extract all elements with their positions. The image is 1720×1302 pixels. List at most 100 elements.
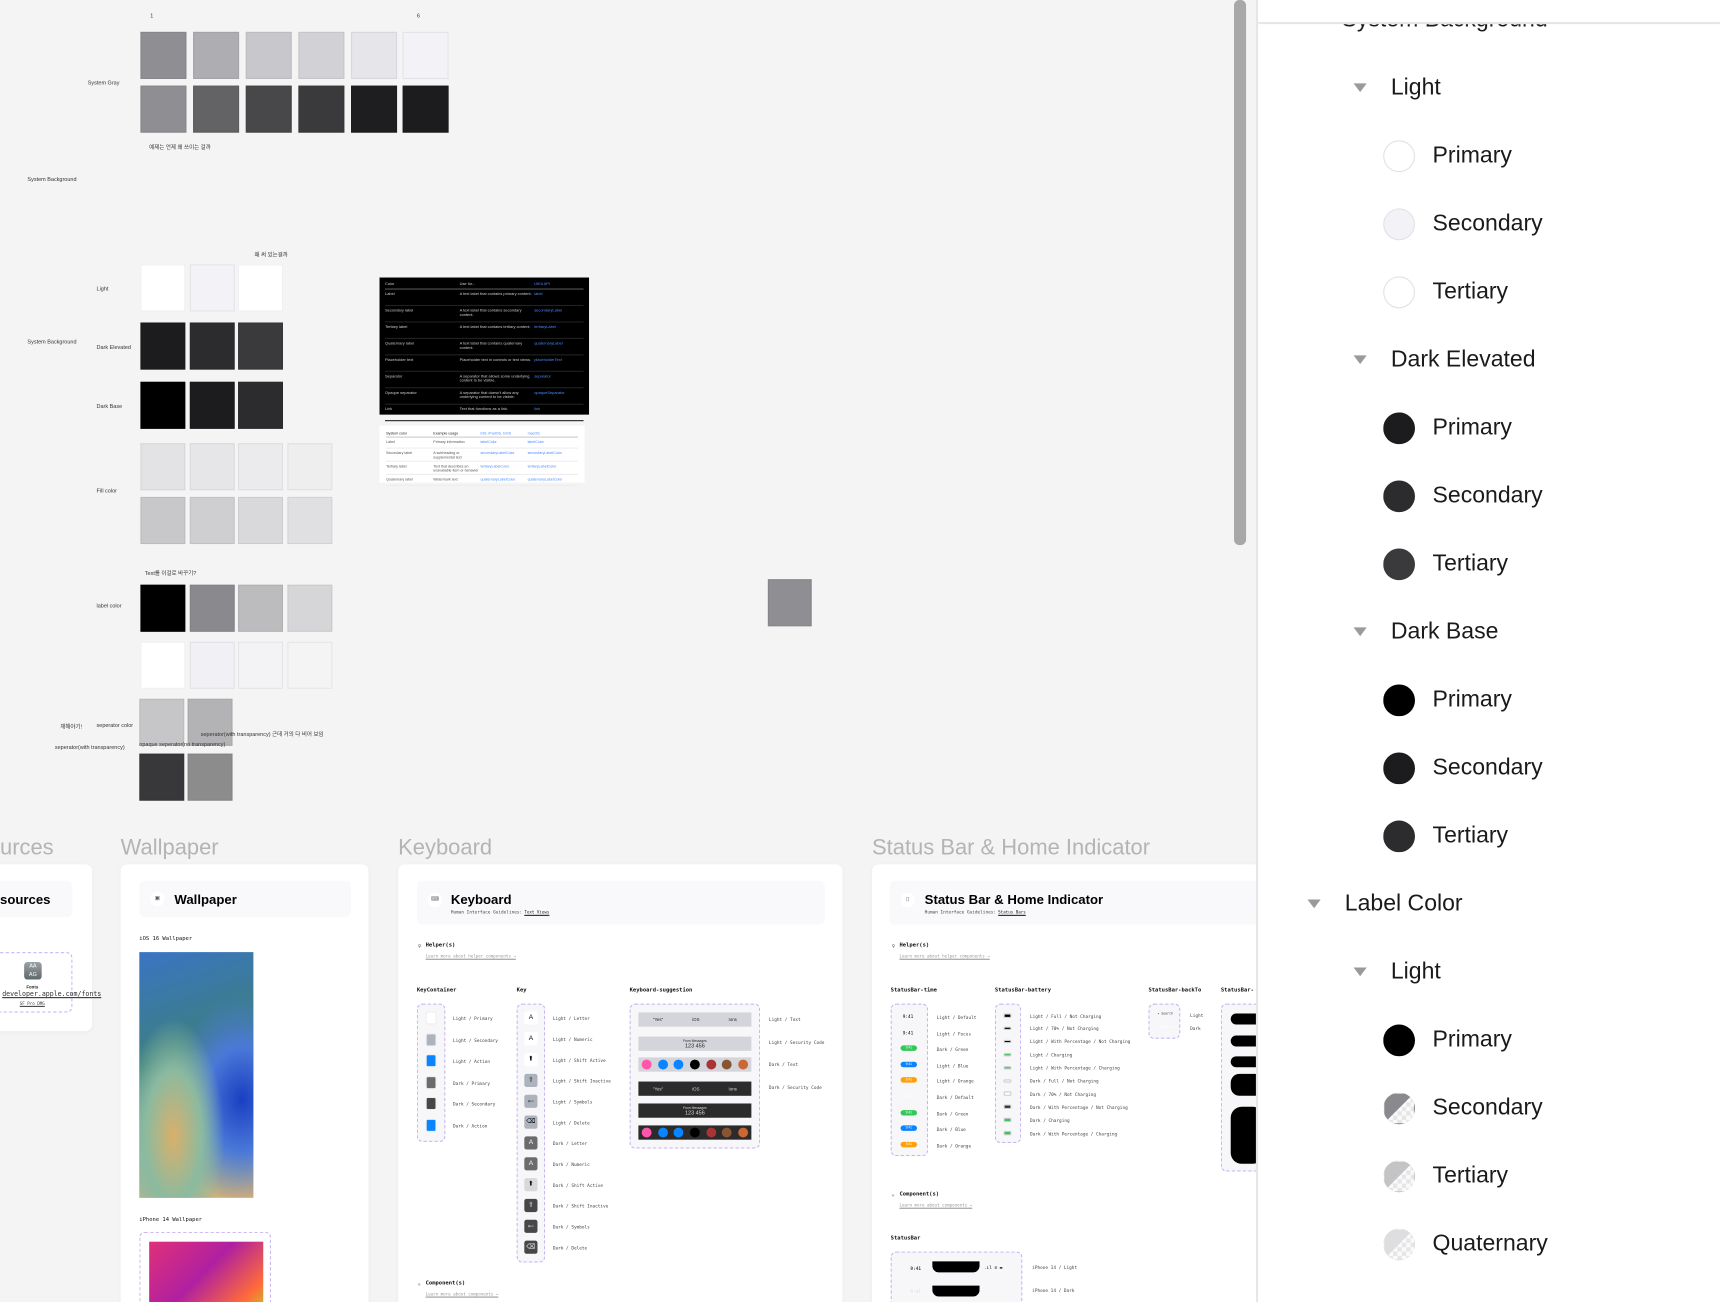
tree-group[interactable]: Dark Elevated	[1353, 338, 1536, 382]
key-glyph-icon[interactable]: A	[524, 1157, 538, 1171]
keyboard-helper-link[interactable]: Learn more about helper components →	[425, 953, 516, 959]
app-suggestion-icon[interactable]	[706, 1127, 716, 1138]
tree-color-item[interactable]: Primary	[1383, 406, 1512, 450]
suggestion-bar[interactable]	[638, 1057, 752, 1072]
time-pill[interactable]: 9:41	[900, 1141, 918, 1148]
gray-swatch[interactable]	[140, 31, 187, 79]
tree-color-item[interactable]: Secondary	[1383, 202, 1543, 246]
app-suggestion-icon[interactable]	[673, 1127, 684, 1138]
status-hig-link[interactable]: Status Bars	[998, 909, 1026, 915]
tree-group[interactable]: Dark Base	[1353, 610, 1498, 654]
background-swatch[interactable]	[140, 381, 186, 429]
keyboard-hig-link[interactable]: Text Views	[524, 909, 550, 915]
tree-color-item[interactable]: Tertiary	[1383, 1154, 1508, 1198]
tree-group[interactable]: Label Color	[1307, 882, 1463, 926]
time-text[interactable]: 9:41	[902, 1029, 914, 1036]
key-glyph-icon[interactable]: A	[524, 1136, 538, 1150]
separator-swatch[interactable]	[187, 753, 233, 801]
app-suggestion-icon[interactable]	[657, 1127, 668, 1138]
label-swatch[interactable]	[238, 584, 284, 632]
background-swatch[interactable]	[140, 264, 186, 312]
app-suggestion-icon[interactable]	[706, 1059, 716, 1070]
app-suggestion-icon[interactable]	[738, 1127, 749, 1138]
status-bar-card[interactable]	[872, 864, 1256, 1302]
app-suggestion-icon[interactable]	[722, 1127, 733, 1138]
app-suggestion-icon[interactable]	[689, 1127, 700, 1138]
gray-swatch[interactable]	[351, 31, 398, 79]
key-glyph-icon[interactable]: #+=	[524, 1219, 538, 1233]
gray-swatch[interactable]	[298, 31, 345, 79]
key-glyph-icon[interactable]: A	[524, 1032, 538, 1046]
back-to-light[interactable]: ◂ Search	[1157, 1011, 1174, 1016]
back-to-dark[interactable]: ◂ Search	[1157, 1024, 1174, 1029]
time-pill[interactable]: 9:41	[900, 1125, 918, 1132]
fonts-link[interactable]: developer.apple.com/fonts	[2, 990, 102, 999]
app-suggestion-icon[interactable]	[641, 1127, 652, 1138]
suggestion-word[interactable]: iOS	[692, 1085, 700, 1092]
battery-icon[interactable]	[1003, 1091, 1012, 1096]
gray-swatch[interactable]	[351, 85, 398, 133]
key-glyph-icon[interactable]: ⇧	[524, 1198, 538, 1213]
gray-swatch[interactable]	[193, 31, 240, 79]
tree-color-item[interactable]: Quaternary	[1383, 1222, 1548, 1266]
suggestion-word[interactable]: iOS	[692, 1016, 700, 1023]
battery-icon[interactable]	[1003, 1026, 1012, 1031]
label-swatch[interactable]	[140, 641, 186, 689]
gray-swatch[interactable]	[402, 31, 449, 79]
tree-color-item[interactable]: Secondary	[1383, 1086, 1543, 1130]
separator-swatch[interactable]	[139, 698, 185, 746]
app-suggestion-icon[interactable]	[689, 1059, 700, 1070]
resources-card[interactable]: sources AA AG Fonts developer.apple.com/f…	[0, 864, 101, 1032]
suggestion-bar[interactable]: "Yes" iOS Ions	[638, 1081, 752, 1096]
time-pill[interactable]: 9:41	[900, 1045, 918, 1052]
key-glyph-icon[interactable]: ⌫	[524, 1115, 538, 1129]
loose-gray-swatch[interactable]	[767, 579, 812, 627]
status-helper-link[interactable]: Learn more about helper components →	[899, 953, 990, 959]
suggestion-word[interactable]: "Yes"	[652, 1085, 664, 1092]
separator-swatch[interactable]	[139, 753, 185, 801]
caret-down-icon[interactable]	[1353, 627, 1367, 637]
tree-color-item[interactable]: Primary	[1383, 1018, 1512, 1062]
keyboard-card[interactable]	[398, 864, 843, 1302]
status-component-link[interactable]: Learn more about components →	[899, 1202, 973, 1208]
battery-icon[interactable]	[1003, 1104, 1012, 1109]
suggestion-bar[interactable]: "Yes" iOS Ions	[638, 1012, 752, 1027]
fill-swatch[interactable]	[140, 496, 186, 545]
label-swatch[interactable]	[238, 641, 284, 689]
time-pill[interactable]: 9:41	[900, 1077, 918, 1084]
key-container-swatch[interactable]	[425, 1118, 437, 1133]
app-suggestion-icon[interactable]	[641, 1059, 652, 1070]
time-pill[interactable]: 9:41	[900, 1061, 918, 1068]
key-glyph-icon[interactable]: ⌫	[524, 1240, 538, 1254]
suggestion-bar[interactable]	[638, 1125, 752, 1140]
fill-swatch[interactable]	[238, 443, 284, 491]
app-suggestion-icon[interactable]	[738, 1059, 749, 1070]
caret-down-icon[interactable]	[1307, 899, 1321, 909]
fill-swatch[interactable]	[189, 496, 235, 545]
separator-swatch[interactable]	[187, 698, 233, 746]
background-swatch[interactable]	[189, 322, 235, 370]
suggestion-word[interactable]: "Yes"	[652, 1016, 664, 1023]
background-swatch[interactable]	[189, 381, 235, 429]
battery-icon[interactable]	[1003, 1065, 1012, 1070]
fill-swatch[interactable]	[287, 496, 333, 545]
key-container-swatch[interactable]	[425, 1032, 437, 1046]
security-code-suggestion[interactable]: From Messages 123 456	[683, 1105, 707, 1116]
time-text[interactable]: 9:41	[902, 1093, 914, 1100]
time-pill[interactable]: 9:41	[900, 1109, 918, 1116]
background-swatch[interactable]	[238, 381, 284, 429]
keyboard-component-link[interactable]: Learn more about components →	[425, 1291, 499, 1297]
key-container-swatch[interactable]	[425, 1075, 437, 1089]
tree-color-item[interactable]: Tertiary	[1383, 814, 1508, 858]
key-container-swatch[interactable]	[425, 1054, 437, 1068]
fill-swatch[interactable]	[238, 496, 284, 545]
fill-swatch[interactable]	[189, 443, 235, 491]
gray-swatch[interactable]	[402, 85, 449, 133]
tree-color-item[interactable]: Secondary	[1383, 474, 1543, 518]
background-swatch[interactable]	[140, 322, 186, 370]
fill-swatch[interactable]	[140, 443, 186, 491]
ios16-wallpaper-image[interactable]	[139, 952, 254, 1198]
gray-swatch[interactable]	[193, 85, 240, 133]
gray-swatch[interactable]	[298, 85, 345, 133]
app-suggestion-icon[interactable]	[722, 1059, 733, 1070]
